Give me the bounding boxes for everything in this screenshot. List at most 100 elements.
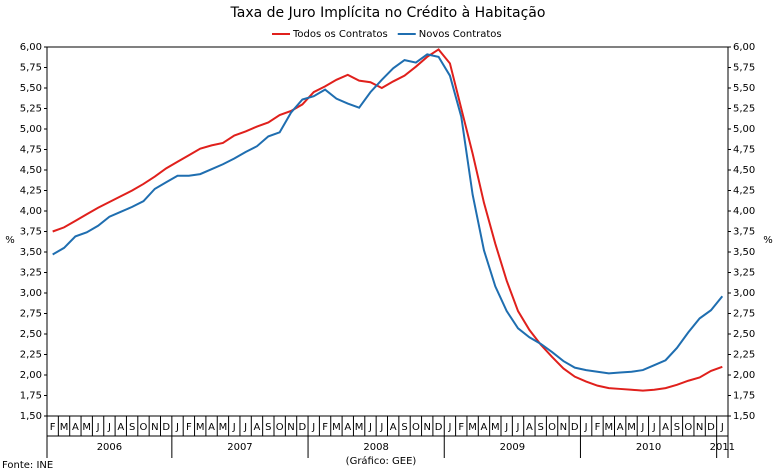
y2-tick-label: 4,75 (733, 145, 755, 156)
y-tick-label: 2,50 (20, 329, 42, 340)
x-tick-label: A (208, 422, 215, 433)
series-line (52, 48, 723, 392)
year-label: 2010 (636, 442, 661, 453)
series-line (52, 53, 724, 375)
x-tick-label: F (50, 422, 56, 433)
legend-label: Novos Contratos (419, 29, 502, 40)
y-axis-label: % (5, 235, 15, 246)
x-tick-label: M (627, 422, 636, 433)
y2-tick-label: 5,75 (733, 63, 755, 74)
y-tick-label: 4,50 (20, 165, 42, 176)
source-note: Fonte: INE (2, 460, 53, 471)
y-tick-label: 2,75 (20, 309, 42, 320)
x-tick-label: S (674, 422, 680, 433)
x-tick-label: J (243, 422, 247, 433)
x-tick-label: M (355, 422, 364, 433)
x-tick-label: A (662, 422, 669, 433)
x-tick-label: D (299, 422, 307, 433)
y-tick-label: 6,00 (20, 42, 42, 53)
y2-tick-label: 6,00 (733, 42, 755, 53)
x-tick-label: M (605, 422, 614, 433)
x-tick-label: A (390, 422, 397, 433)
x-tick-label: A (117, 422, 124, 433)
x-tick-label: M (60, 422, 69, 433)
x-tick-label: N (287, 422, 294, 433)
y-tick-label: 3,75 (20, 227, 42, 238)
x-tick-label: A (481, 422, 488, 433)
y-tick-label: 5,75 (20, 63, 42, 74)
x-tick-label: J (368, 422, 372, 433)
plot-frame (46, 46, 729, 417)
y-tick-label: 4,75 (20, 145, 42, 156)
x-tick-label: A (526, 422, 533, 433)
x-tick-label: D (435, 422, 443, 433)
x-tick-label: J (652, 422, 656, 433)
y2-tick-label: 1,75 (733, 391, 755, 402)
x-tick-label: J (640, 422, 644, 433)
y-tick-label: 5,25 (20, 104, 42, 115)
y2-tick-label: 3,25 (733, 268, 755, 279)
year-label: 2006 (97, 442, 122, 453)
y-tick-label: 2,25 (20, 350, 42, 361)
x-tick-label: J (175, 422, 179, 433)
y2-tick-label: 5,00 (733, 124, 755, 135)
x-tick-label: J (232, 422, 236, 433)
x-tick-label: O (548, 422, 556, 433)
y2-tick-label: 2,00 (733, 370, 755, 381)
x-tick-label: S (401, 422, 407, 433)
x-tick-label: D (707, 422, 715, 433)
x-tick-label: O (412, 422, 420, 433)
x-tick-label: N (696, 422, 703, 433)
y-tick-label: 3,25 (20, 268, 42, 279)
y2-tick-label: 2,75 (733, 309, 755, 320)
x-tick-label: O (140, 422, 148, 433)
x-tick-label: F (458, 422, 464, 433)
year-label: 2011 (710, 442, 735, 453)
x-tick-label: S (265, 422, 271, 433)
x-tick-label: J (379, 422, 383, 433)
x-tick-label: D (162, 422, 170, 433)
x-tick-label: F (322, 422, 328, 433)
x-tick-label: S (538, 422, 544, 433)
x-tick-label: S (129, 422, 135, 433)
x-tick-label: N (151, 422, 158, 433)
y-tick-label: 1,75 (20, 391, 42, 402)
y-tick-label: 2,00 (20, 370, 42, 381)
x-tick-label: J (107, 422, 111, 433)
x-tick-label: M (82, 422, 91, 433)
y-tick-label: 3,00 (20, 288, 42, 299)
x-tick-label: M (196, 422, 205, 433)
x-tick-label: J (311, 422, 315, 433)
credit-note: (Gráfico: GEE) (346, 455, 417, 467)
x-tick-label: J (516, 422, 520, 433)
x-tick-label: A (617, 422, 624, 433)
y2-tick-label: 3,00 (733, 288, 755, 299)
x-tick-label: O (684, 422, 692, 433)
x-tick-label: J (504, 422, 508, 433)
x-tick-label: O (276, 422, 284, 433)
y2-tick-label: 1,50 (733, 411, 755, 422)
chart-title: Taxa de Juro Implícita no Crédito à Habi… (230, 5, 546, 21)
y-tick-label: 4,00 (20, 206, 42, 217)
x-tick-label: A (344, 422, 351, 433)
x-tick-label: F (595, 422, 601, 433)
y-tick-label: 5,50 (20, 83, 42, 94)
y-tick-label: 3,50 (20, 247, 42, 258)
y2-tick-label: 4,50 (733, 165, 755, 176)
x-tick-label: M (332, 422, 341, 433)
y2-tick-label: 2,50 (733, 329, 755, 340)
y2-tick-label: 5,50 (733, 83, 755, 94)
x-tick-label: J (96, 422, 100, 433)
y2-axis-label: % (763, 235, 773, 246)
year-label: 2008 (363, 442, 388, 453)
y-tick-label: 5,00 (20, 124, 42, 135)
legend-label: Todos os Contratos (292, 29, 388, 40)
y2-tick-label: 3,75 (733, 227, 755, 238)
y-tick-label: 1,50 (20, 411, 42, 422)
x-tick-label: A (72, 422, 79, 433)
x-tick-label: J (720, 422, 724, 433)
x-tick-label: F (186, 422, 192, 433)
year-label: 2009 (500, 442, 525, 453)
x-tick-label: M (468, 422, 477, 433)
